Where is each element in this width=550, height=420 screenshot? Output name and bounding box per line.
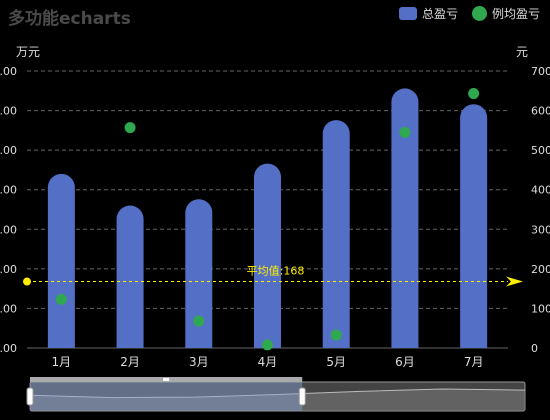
y-left-tick-label: 10.00 — [0, 263, 17, 276]
legend-item-total[interactable]: 总盈亏 — [398, 5, 458, 22]
y-left-tick-label: 30.00 — [0, 105, 17, 118]
y-left-tick-label: 25.00 — [0, 144, 17, 157]
bar — [185, 199, 213, 348]
scatter-point — [193, 315, 205, 327]
datazoom-left-handle[interactable] — [26, 387, 34, 406]
x-tick-label: 7月 — [464, 355, 484, 369]
scatter-point — [399, 126, 411, 138]
bar — [254, 163, 281, 348]
y-right-tick-label: 300 — [531, 223, 550, 236]
bar — [116, 205, 144, 348]
x-tick-label: 1月 — [52, 355, 72, 369]
legend-item-average[interactable]: 例均盈亏 — [471, 5, 540, 22]
y-right-tick-label: 100 — [531, 302, 550, 315]
y-right-tick-label: 400 — [531, 184, 550, 197]
scatter-point — [124, 122, 136, 134]
datazoom-preview-area — [30, 389, 525, 411]
x-tick-label: 4月 — [258, 355, 278, 369]
datazoom-preview-line — [29, 388, 526, 399]
datazoom-grip-icon — [163, 378, 170, 381]
y-right-tick-label: 0 — [531, 342, 538, 355]
y-left-tick-label: 20.00 — [0, 184, 17, 197]
scatter-point — [262, 339, 273, 351]
y-left-tick-label: 35.00 — [0, 65, 17, 78]
mark-line-arrow-icon — [506, 276, 523, 287]
y-left-tick-label: 0.00 — [0, 342, 17, 355]
bar — [47, 173, 75, 348]
legend-dot-swatch-icon — [471, 6, 487, 21]
mark-line-label: 平均值:168 — [247, 265, 305, 278]
x-tick-label: 6月 — [395, 355, 415, 369]
scatter-point — [330, 329, 342, 341]
y-left-tick-label: 15.00 — [0, 223, 17, 236]
legend-label-total: 总盈亏 — [421, 7, 458, 21]
datazoom-right-handle[interactable] — [298, 387, 306, 406]
bar — [322, 120, 350, 348]
x-tick-label: 3月 — [189, 355, 209, 369]
bar — [460, 104, 488, 349]
y-axis-left-unit: 万元 — [16, 45, 41, 59]
y-right-tick-label: 500 — [531, 144, 550, 157]
scatter-point — [468, 88, 480, 100]
scatter-point — [55, 293, 67, 305]
legend-bar-swatch-icon — [398, 7, 417, 20]
y-right-tick-label: 200 — [531, 263, 550, 276]
y-right-tick-label: 700 — [531, 65, 550, 78]
datazoom-selection — [30, 382, 303, 411]
legend-label-average: 例均盈亏 — [491, 7, 540, 21]
legend: 总盈亏 例均盈亏 — [385, 5, 540, 22]
y-right-tick-label: 600 — [531, 105, 550, 118]
y-left-tick-label: 5.00 — [0, 302, 17, 315]
chart-title: 多功能echarts — [8, 9, 131, 29]
x-tick-label: 2月 — [120, 355, 140, 369]
y-axis-right-unit: 元 — [515, 45, 528, 59]
bar — [391, 88, 419, 348]
x-tick-label: 5月 — [326, 355, 346, 369]
mark-line-start-symbol — [23, 277, 31, 286]
